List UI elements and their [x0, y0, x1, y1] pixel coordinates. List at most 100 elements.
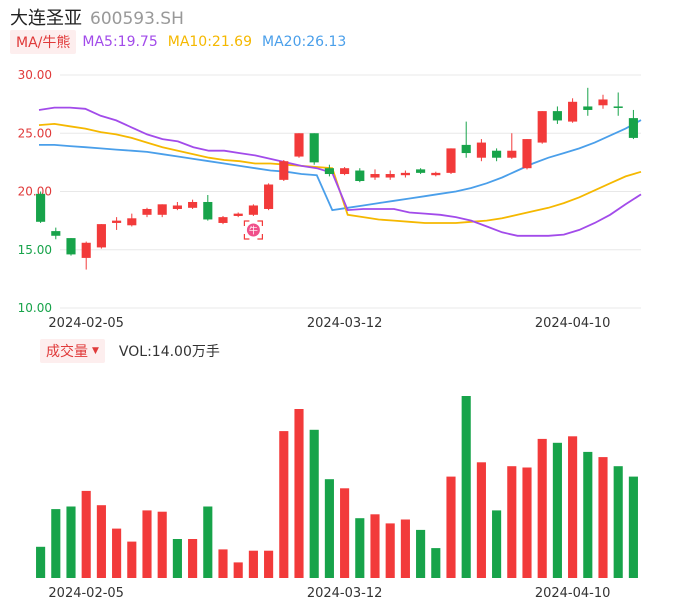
volume-bar[interactable] — [476, 462, 486, 578]
volume-bar[interactable] — [568, 436, 578, 578]
candle[interactable] — [537, 111, 547, 144]
candle-body — [400, 172, 410, 176]
volume-bar[interactable] — [36, 546, 46, 578]
volume-bar[interactable] — [264, 550, 274, 578]
candle[interactable] — [552, 106, 562, 124]
volume-bar[interactable] — [613, 466, 623, 578]
volume-bar[interactable] — [127, 541, 137, 578]
volume-bar[interactable] — [416, 529, 426, 578]
candle[interactable] — [598, 94, 608, 109]
candle[interactable] — [81, 241, 91, 270]
candle[interactable] — [96, 224, 106, 249]
volume-bar[interactable] — [598, 457, 608, 578]
candle-body — [142, 208, 152, 215]
candle[interactable] — [431, 171, 441, 177]
candle[interactable] — [522, 139, 532, 170]
candle[interactable] — [188, 199, 198, 209]
candle-body — [613, 106, 623, 108]
candle[interactable] — [507, 133, 517, 159]
candle-body — [598, 99, 608, 106]
volume-bar[interactable] — [431, 548, 441, 578]
title-row: 大连圣亚 600593.SH — [10, 4, 184, 30]
volume-toggle-button[interactable]: 成交量 ▼ — [40, 339, 105, 363]
volume-bar[interactable] — [172, 539, 182, 578]
volume-bar[interactable] — [142, 510, 152, 578]
volume-bar[interactable] — [537, 438, 547, 578]
volume-bar[interactable] — [96, 505, 106, 578]
caret-down-icon: ▼ — [92, 346, 99, 356]
volume-bar[interactable] — [552, 442, 562, 578]
candle[interactable] — [583, 87, 593, 116]
candle[interactable] — [461, 121, 471, 158]
volume-bar[interactable] — [583, 451, 593, 578]
volume-bar[interactable] — [309, 429, 319, 578]
candle[interactable] — [568, 98, 578, 123]
volume-bar[interactable] — [355, 518, 365, 578]
candle[interactable] — [218, 215, 228, 225]
volume-bar[interactable] — [446, 476, 456, 578]
candle[interactable] — [142, 207, 152, 218]
candle-body — [233, 213, 243, 216]
candle[interactable] — [340, 167, 350, 176]
volume-bar[interactable] — [370, 514, 380, 578]
ma-legend: MA/牛熊 MA5:19.75 MA10:21.69 MA20:26.13 — [10, 30, 356, 54]
volume-bar[interactable] — [81, 490, 91, 578]
candle[interactable] — [36, 191, 46, 223]
candle[interactable] — [264, 183, 274, 211]
candle[interactable] — [279, 160, 289, 182]
volume-bar[interactable] — [112, 528, 122, 578]
volume-x-tick: 2024-02-05 — [48, 586, 124, 601]
candle-body — [127, 218, 137, 226]
candle[interactable] — [203, 194, 213, 221]
candle[interactable] — [628, 109, 638, 140]
candle[interactable] — [51, 227, 61, 240]
candle-body — [81, 242, 91, 258]
volume-bar[interactable] — [66, 506, 76, 579]
candle[interactable] — [248, 204, 258, 216]
candle[interactable] — [157, 204, 167, 218]
bracket-icon — [243, 220, 263, 240]
candle[interactable] — [446, 148, 456, 175]
volume-bar[interactable] — [188, 539, 198, 578]
volume-chart: 2024-02-05 2024-03-12 2024-04-10 — [36, 396, 638, 601]
volume-bar[interactable] — [294, 409, 304, 578]
candle[interactable] — [416, 168, 426, 175]
candle[interactable] — [324, 164, 334, 177]
volume-toggle-label: 成交量 — [46, 344, 88, 360]
volume-bar[interactable] — [400, 519, 410, 579]
volume-bar[interactable] — [51, 509, 61, 578]
candle[interactable] — [66, 238, 76, 256]
candle[interactable] — [476, 139, 486, 162]
price-x-tick: 2024-04-10 — [535, 316, 611, 330]
volume-bar[interactable] — [385, 523, 395, 578]
volume-bar[interactable] — [340, 488, 350, 578]
volume-bar[interactable] — [233, 562, 243, 578]
candle[interactable] — [370, 169, 380, 180]
volume-bar[interactable] — [522, 467, 532, 579]
volume-bar[interactable] — [203, 506, 213, 579]
volume-bar[interactable] — [279, 431, 289, 578]
candle[interactable] — [172, 201, 182, 211]
bull-marker[interactable]: 牛 — [243, 220, 263, 240]
volume-bar[interactable] — [218, 549, 228, 578]
candle[interactable] — [127, 213, 137, 227]
volume-bar[interactable] — [248, 550, 258, 578]
candle[interactable] — [309, 133, 319, 165]
candle[interactable] — [492, 148, 502, 162]
candle[interactable] — [112, 217, 122, 230]
candle-body — [112, 220, 122, 223]
volume-bar[interactable] — [492, 510, 502, 578]
volume-bar[interactable] — [157, 511, 167, 578]
volume-bar[interactable] — [507, 466, 517, 578]
volume-bar[interactable] — [628, 476, 638, 578]
candle[interactable] — [233, 212, 243, 218]
volume-bar[interactable] — [461, 396, 471, 578]
candle[interactable] — [355, 168, 365, 183]
candle[interactable] — [613, 92, 623, 116]
volume-x-tick: 2024-03-12 — [307, 586, 383, 601]
candle[interactable] — [294, 133, 304, 158]
ma-toggle-button[interactable]: MA/牛熊 — [10, 30, 77, 54]
candle[interactable] — [400, 170, 410, 178]
candle[interactable] — [385, 170, 395, 180]
volume-bar[interactable] — [324, 479, 334, 578]
